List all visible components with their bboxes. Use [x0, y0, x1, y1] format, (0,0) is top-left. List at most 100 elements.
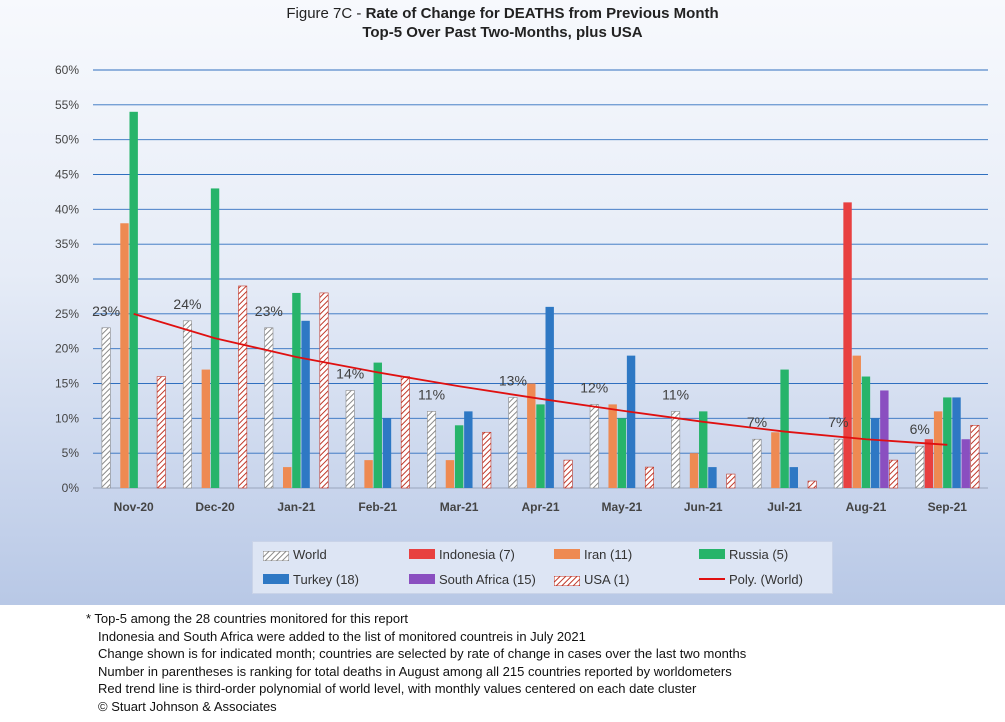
bar-indonesia-aug-21	[843, 202, 852, 488]
legend-label: Russia (5)	[729, 546, 789, 562]
x-tick-label: Jul-21	[767, 500, 802, 514]
y-tick-label: 45%	[55, 168, 79, 182]
legend-label: South Africa (15)	[439, 571, 536, 587]
data-label-world: 6%	[910, 421, 930, 437]
bar-iran-aug-21	[852, 355, 861, 488]
bar-world-dec-20	[182, 320, 192, 489]
y-tick-label: 0%	[62, 481, 80, 495]
legend-label: World	[293, 546, 327, 562]
footnote: Red trend line is third-order polynomial…	[98, 681, 697, 697]
footnote: Indonesia and South Africa were added to…	[98, 628, 586, 644]
bar-usa-nov-20	[156, 376, 166, 489]
legend-swatch-turkey	[263, 574, 289, 584]
trendline-poly-world	[133, 312, 948, 446]
bar-world-aug-21	[833, 438, 843, 489]
legend-swatch-russia	[699, 549, 725, 559]
x-tick-label: Mar-21	[440, 500, 479, 514]
bar-usa-jun-21	[726, 473, 736, 489]
y-tick-label: 10%	[55, 411, 79, 425]
bar-russia-nov-20	[129, 111, 138, 489]
bar-russia-jun-21	[699, 411, 708, 488]
y-tick-label: 55%	[55, 98, 79, 112]
bar-russia-apr-21	[536, 404, 545, 488]
legend-item-usa: USA (1)	[553, 570, 630, 588]
x-tick-label: Jun-21	[684, 500, 723, 514]
bar-turkey-aug-21	[870, 418, 880, 488]
legend-swatch-iran	[554, 549, 580, 559]
bar-usa-jan-21	[319, 292, 329, 489]
title-main: Rate of Change for DEATHS from Previous …	[365, 5, 719, 22]
x-tick-label: Sep-21	[928, 500, 968, 514]
chart-title: Figure 7C - Rate of Change for DEATHS fr…	[0, 5, 1005, 22]
bar-turkey-sep-21	[952, 397, 961, 488]
data-labels: 23% 24% 23% 14% 11% 13% 12% 11% 7% 7% 6%	[92, 296, 930, 437]
data-label-world: 12%	[580, 379, 608, 395]
bar-indonesia-sep-21	[924, 439, 934, 488]
bar-world-may-21	[589, 404, 599, 489]
bar-usa-aug-21	[889, 459, 899, 489]
legend-swatch-world	[262, 549, 290, 562]
y-tick-label: 60%	[55, 63, 79, 77]
data-label-world: 13%	[499, 372, 527, 388]
bar-iran-jun-21	[689, 453, 699, 488]
data-label-world: 7%	[828, 414, 848, 430]
legend-label: Poly. (World)	[729, 571, 803, 587]
bar-usa-apr-21	[563, 459, 573, 489]
data-label-world: 24%	[173, 296, 201, 312]
bar-iran-sep-21	[933, 411, 943, 488]
x-tick-label: Nov-20	[114, 500, 154, 514]
y-tick-label: 25%	[55, 307, 79, 321]
data-label-world: 14%	[336, 365, 364, 381]
bar-turkey-apr-21	[545, 306, 554, 488]
bar-world-jan-21	[264, 327, 274, 489]
bar-iran-jul-21	[771, 432, 780, 488]
bar-turkey-mar-21	[464, 411, 473, 488]
bar-usa-dec-20	[238, 285, 248, 489]
footnote: * Top-5 among the 28 countries monitored…	[86, 611, 409, 626]
bar-world-jun-21	[671, 411, 681, 489]
bar-turkey-jan-21	[301, 320, 310, 488]
bar-iran-apr-21	[527, 383, 536, 488]
y-tick-label: 15%	[55, 377, 79, 391]
bar-iran-jan-21	[283, 467, 292, 488]
bar-chart: 0% 5% 10% 15% 20% 25% 30% 35% 40% 45% 50% 55% 60% 23…	[55, 63, 988, 514]
data-label-world: 11%	[418, 386, 445, 402]
bar-turkey-jun-21	[708, 467, 717, 488]
footnote: Change shown is for indicated month; cou…	[98, 646, 747, 662]
bar-russia-sep-21	[943, 397, 952, 488]
legend-swatch-south-africa	[409, 574, 435, 584]
y-tick-label: 40%	[55, 202, 79, 216]
bar-iran-nov-20	[120, 223, 129, 488]
trendline	[133, 312, 948, 446]
legend-item-trendline: Poly. (World)	[699, 570, 803, 588]
legend-item-world: World	[262, 545, 327, 563]
x-tick-label: Apr-21	[521, 500, 559, 514]
legend-item-turkey: Turkey (18)	[263, 570, 359, 588]
bar-world-mar-21	[427, 411, 437, 489]
bar-world-feb-21	[345, 390, 355, 489]
footnote: © Stuart Johnson & Associates	[98, 698, 277, 714]
bar-iran-dec-20	[201, 369, 211, 488]
x-tick-label: Dec-20	[195, 500, 235, 514]
chart-subtitle: Top-5 Over Past Two-Months, plus USA	[362, 24, 643, 41]
bar-world-nov-20	[101, 327, 111, 489]
x-tick-label: Jan-21	[277, 500, 315, 514]
footnotes: * Top-5 among the 28 countries monitored…	[86, 610, 746, 716]
legend-swatch-indonesia	[409, 549, 435, 559]
y-tick-label: 5%	[62, 446, 80, 460]
bar-south-africa-sep-21	[961, 439, 970, 488]
bar-usa-may-21	[644, 466, 654, 489]
legend-item-indonesia: Indonesia (7)	[409, 545, 515, 563]
bar-usa-feb-21	[400, 376, 410, 489]
bar-russia-jul-21	[780, 369, 789, 488]
legend-item-russia: Russia (5)	[699, 545, 788, 563]
legend-label: Iran (11)	[584, 546, 633, 562]
bar-south-africa-aug-21	[880, 390, 889, 488]
y-tick-label: 30%	[55, 272, 79, 286]
legend-swatch-usa	[553, 574, 581, 587]
legend-swatch-trendline	[699, 578, 725, 580]
bar-world-sep-21	[915, 445, 925, 489]
bar-turkey-jul-21	[789, 467, 798, 488]
bar-russia-mar-21	[454, 425, 464, 488]
